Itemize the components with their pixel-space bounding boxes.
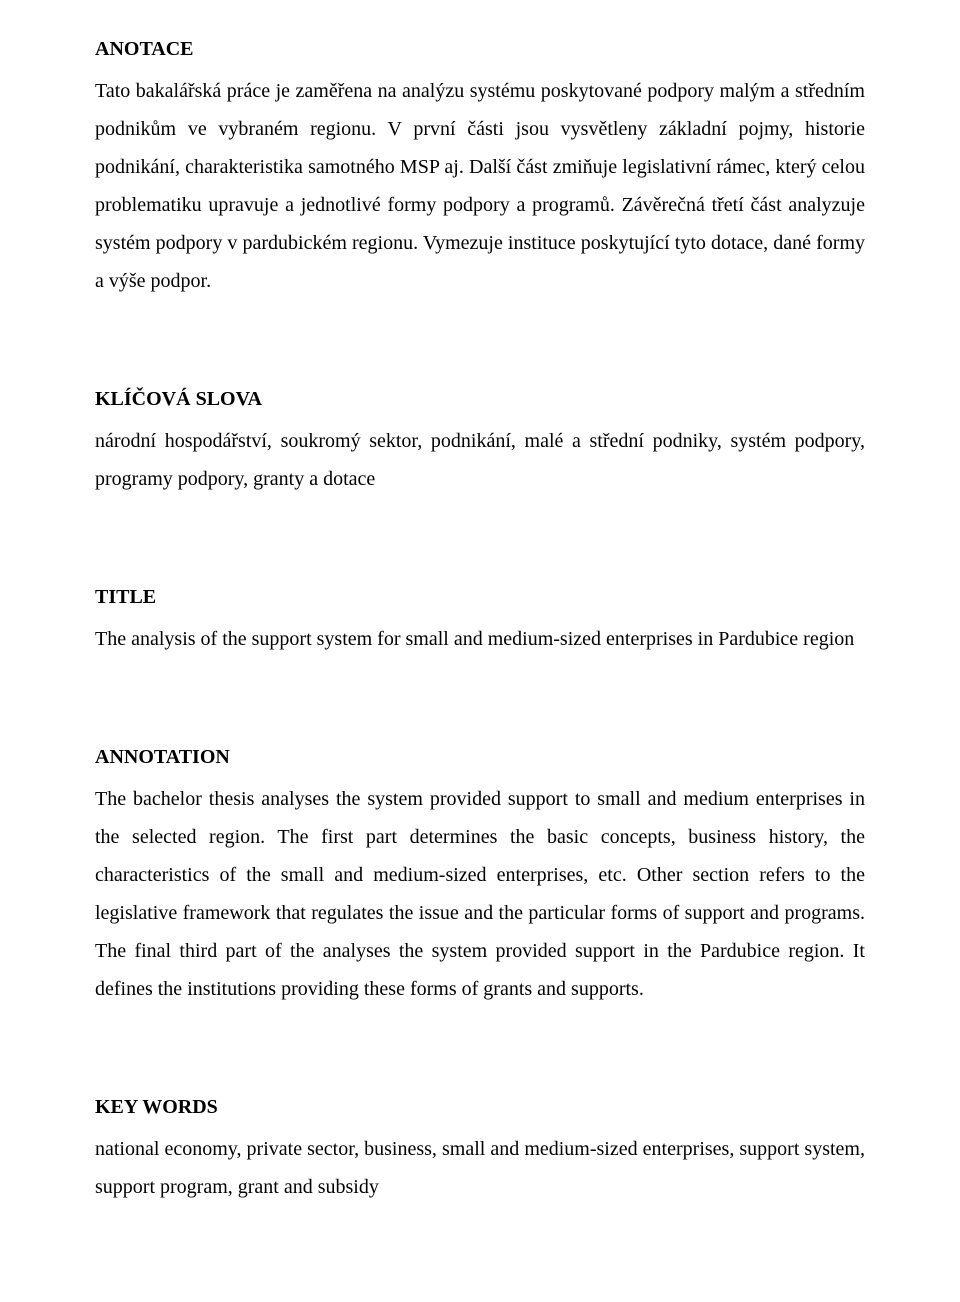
klicova-slova-text: národní hospodářství, soukromý sektor, p… bbox=[95, 422, 865, 498]
title-text: The analysis of the support system for s… bbox=[95, 620, 865, 658]
spacer bbox=[95, 498, 865, 578]
anotace-text: Tato bakalářská práce je zaměřena na ana… bbox=[95, 72, 865, 300]
key-words-text: national economy, private sector, busine… bbox=[95, 1130, 865, 1206]
klicova-slova-heading: KLÍČOVÁ SLOVA bbox=[95, 380, 865, 418]
key-words-heading: KEY WORDS bbox=[95, 1088, 865, 1126]
annotation-heading: ANNOTATION bbox=[95, 738, 865, 776]
spacer bbox=[95, 300, 865, 380]
annotation-text: The bachelor thesis analyses the system … bbox=[95, 780, 865, 1008]
spacer bbox=[95, 1008, 865, 1088]
document-page: ANOTACE Tato bakalářská práce je zaměřen… bbox=[0, 0, 960, 1266]
anotace-heading: ANOTACE bbox=[95, 30, 865, 68]
spacer bbox=[95, 658, 865, 738]
title-heading: TITLE bbox=[95, 578, 865, 616]
